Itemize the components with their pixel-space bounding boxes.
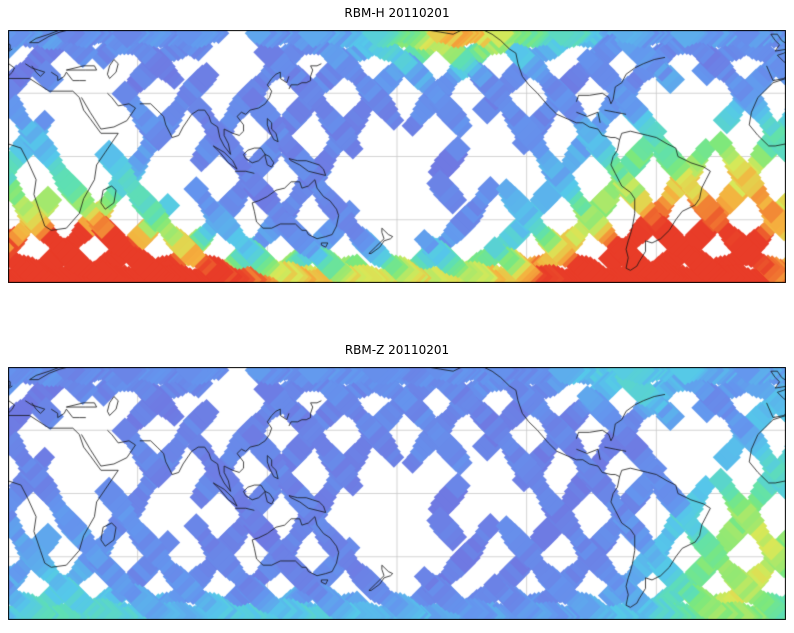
panel-title-rbm-h: RBM-H 20110201 bbox=[344, 6, 450, 20]
map-rbm-h-canvas bbox=[8, 30, 786, 283]
map-rbm-z-canvas bbox=[8, 367, 786, 620]
panel-title-rbm-z: RBM-Z 20110201 bbox=[344, 343, 450, 357]
